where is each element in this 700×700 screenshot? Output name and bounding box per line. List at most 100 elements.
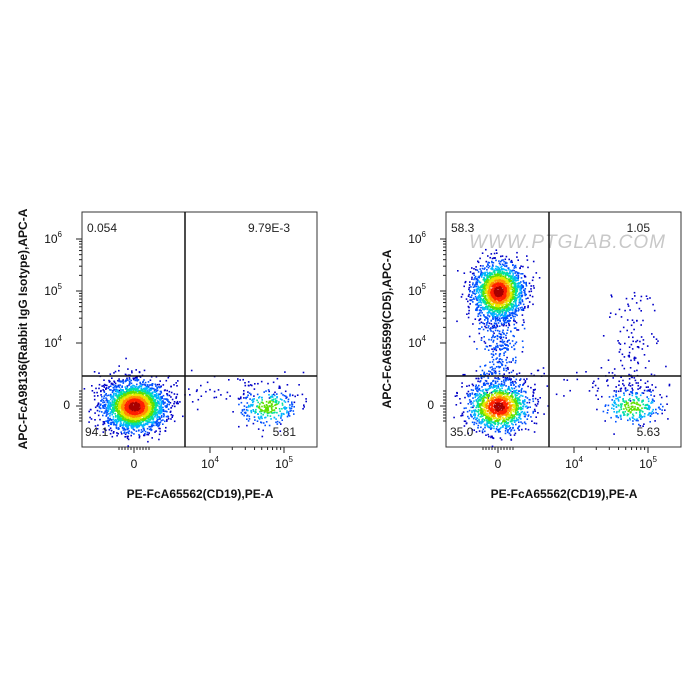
event-point-689 bbox=[473, 278, 475, 281]
event-point-205 bbox=[102, 423, 104, 426]
event-point-89 bbox=[628, 384, 630, 386]
event-point-341 bbox=[505, 255, 508, 258]
event-point-1828 bbox=[511, 278, 514, 280]
event-point-481 bbox=[501, 324, 503, 326]
event-point-571 bbox=[477, 313, 480, 315]
event-point-1845 bbox=[493, 310, 496, 313]
event-point-504 bbox=[469, 296, 471, 298]
event-point-1502 bbox=[258, 405, 261, 407]
event-point-1016 bbox=[481, 386, 483, 388]
event-point-1782 bbox=[512, 419, 514, 422]
event-point-567 bbox=[291, 403, 293, 405]
event-point-654 bbox=[136, 383, 138, 386]
event-point-692 bbox=[106, 401, 109, 404]
event-point-1786 bbox=[488, 308, 490, 311]
event-point-412 bbox=[499, 333, 502, 335]
event-point-1087 bbox=[149, 392, 151, 395]
event-point-693 bbox=[657, 413, 659, 415]
event-point-161 bbox=[531, 295, 534, 298]
event-point-1709 bbox=[479, 286, 482, 289]
event-point-806 bbox=[500, 341, 503, 343]
event-point-6 bbox=[457, 270, 459, 272]
event-point-236 bbox=[253, 388, 256, 390]
event-point-855 bbox=[491, 336, 493, 339]
event-point-815 bbox=[486, 317, 488, 319]
event-point-1956 bbox=[129, 394, 131, 397]
y-tick-label-1e5: 105 bbox=[44, 282, 62, 298]
event-point-2173 bbox=[121, 402, 124, 404]
event-point-697 bbox=[154, 391, 157, 394]
event-point-1883 bbox=[517, 413, 519, 416]
event-point-150 bbox=[597, 387, 600, 390]
event-point-364 bbox=[102, 414, 104, 417]
event-point-2201 bbox=[125, 413, 128, 416]
event-point-320 bbox=[645, 386, 648, 388]
event-point-420 bbox=[495, 349, 498, 352]
event-point-849 bbox=[151, 391, 154, 394]
event-point-140 bbox=[197, 398, 200, 401]
event-point-1280 bbox=[519, 297, 521, 300]
event-point-286 bbox=[166, 418, 168, 421]
event-point-1272 bbox=[155, 405, 157, 408]
event-point-1090 bbox=[502, 264, 505, 266]
event-point-18 bbox=[507, 368, 509, 371]
event-point-482 bbox=[117, 427, 120, 429]
event-point-699 bbox=[610, 416, 612, 419]
event-point-1296 bbox=[153, 399, 155, 401]
event-point-993 bbox=[473, 292, 475, 295]
event-point-1473 bbox=[130, 421, 133, 423]
event-point-754 bbox=[127, 426, 129, 428]
event-point-498 bbox=[105, 415, 107, 417]
event-point-235 bbox=[146, 433, 148, 436]
event-point-747 bbox=[108, 400, 110, 402]
event-point-928 bbox=[153, 394, 156, 396]
event-point-513 bbox=[509, 261, 512, 263]
event-point-1417 bbox=[484, 272, 486, 275]
event-point-1910 bbox=[644, 404, 647, 407]
event-point-1838 bbox=[491, 272, 493, 274]
event-point-568 bbox=[156, 421, 159, 423]
event-point-424 bbox=[110, 423, 113, 426]
event-point-827 bbox=[657, 406, 660, 409]
event-point-124 bbox=[617, 390, 620, 393]
event-point-1013 bbox=[495, 326, 497, 329]
event-point-983 bbox=[503, 340, 506, 343]
event-point-957 bbox=[498, 378, 501, 380]
event-point-613 bbox=[105, 410, 107, 412]
event-point-1755 bbox=[496, 270, 499, 272]
event-point-758 bbox=[126, 426, 128, 428]
event-point-1388 bbox=[487, 312, 490, 314]
event-point-10 bbox=[613, 433, 615, 435]
event-point-1835 bbox=[126, 394, 129, 397]
event-point-828 bbox=[514, 361, 517, 364]
event-point-1661 bbox=[520, 411, 523, 414]
event-point-689 bbox=[289, 404, 291, 406]
event-point-1731 bbox=[646, 408, 649, 410]
event-point-467 bbox=[276, 420, 279, 423]
event-point-904 bbox=[513, 323, 515, 326]
event-point-509 bbox=[286, 415, 289, 418]
event-point-635 bbox=[162, 410, 164, 412]
event-point-752 bbox=[502, 341, 505, 343]
event-point-311 bbox=[631, 298, 634, 300]
event-point-7 bbox=[546, 385, 549, 387]
event-point-174 bbox=[597, 398, 599, 400]
event-point-411 bbox=[639, 425, 642, 427]
event-point-985 bbox=[489, 366, 492, 369]
event-point-1208 bbox=[615, 415, 618, 417]
event-point-302 bbox=[643, 354, 646, 356]
event-point-308 bbox=[107, 425, 110, 427]
event-point-895 bbox=[529, 406, 531, 408]
event-point-702 bbox=[521, 324, 524, 326]
event-point-1383 bbox=[141, 420, 143, 423]
event-point-288 bbox=[633, 359, 636, 361]
event-point-135 bbox=[155, 376, 158, 378]
event-point-1156 bbox=[500, 317, 503, 319]
event-point-1028 bbox=[478, 328, 480, 330]
event-point-192 bbox=[172, 414, 174, 417]
event-point-1657 bbox=[513, 392, 516, 394]
event-point-398 bbox=[127, 431, 129, 433]
event-point-304 bbox=[617, 340, 619, 342]
event-point-172 bbox=[170, 391, 173, 394]
event-point-1545 bbox=[275, 403, 277, 406]
